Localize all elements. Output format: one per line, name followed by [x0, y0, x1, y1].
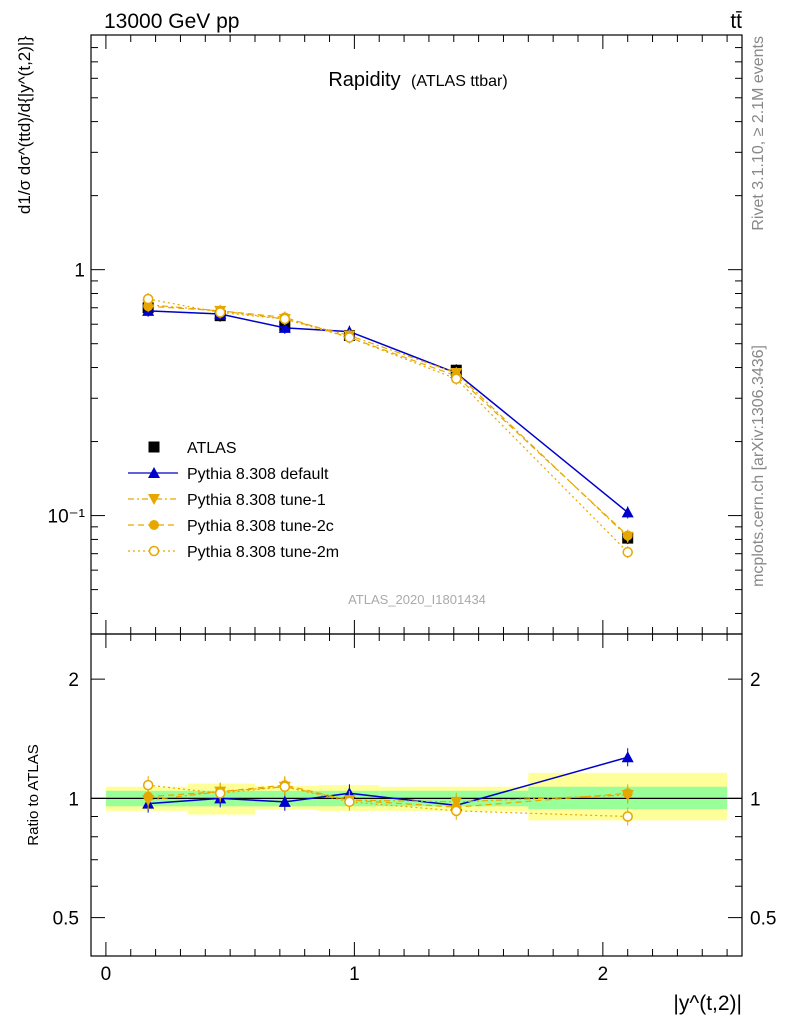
series-line	[148, 310, 629, 514]
ratio-y-tick-label-right: 1	[750, 789, 761, 810]
legend-label: Pythia 8.308 default	[187, 466, 329, 483]
data-point	[279, 313, 291, 325]
legend-label: Pythia 8.308 tune-2c	[187, 518, 334, 535]
ratio-y-tick-label-right: 0.5	[750, 909, 776, 930]
energy-label: 13000 GeV pp	[104, 10, 239, 33]
x-tick-label: 0	[101, 964, 112, 985]
ratio-y-tick-label-left: 0.5	[53, 909, 79, 930]
ratio-point	[142, 779, 154, 791]
legend-marker	[149, 520, 159, 530]
ratio-point	[621, 751, 634, 763]
ratio-point	[451, 805, 462, 817]
data-point	[143, 301, 154, 312]
ratio-y-axis-label: Ratio to ATLAS	[25, 744, 42, 845]
legend-marker	[148, 494, 160, 505]
data-point	[622, 530, 633, 541]
ratio-y-tick-label-right: 2	[750, 670, 761, 691]
ratio-y-tick-label-left: 1	[68, 789, 79, 810]
main-series-pythia-8-308-default	[142, 304, 634, 519]
plot-title-main: Rapidity	[328, 69, 400, 91]
main-y-tick-label: 10⁻¹	[48, 507, 86, 528]
data-point	[344, 332, 355, 343]
ratio-line	[148, 756, 628, 807]
ratio-y-tick-label-left: 2	[68, 670, 79, 691]
ratio-point	[279, 781, 291, 792]
x-axis-label: |y^(t,2)|	[673, 992, 742, 1015]
ratio-point	[344, 796, 355, 808]
ratio-point	[278, 795, 291, 807]
legend: ATLAS Pythia 8.308 default Pythia 8.308 tu…	[128, 440, 339, 561]
ratio-point	[143, 791, 154, 802]
data-point	[622, 546, 633, 558]
ratio-panel-frame	[90, 633, 743, 957]
legend-marker	[148, 545, 160, 557]
plot-title: Rapidity (ATLAS ttbar)	[328, 69, 507, 91]
data-point	[451, 373, 462, 385]
data-point	[278, 321, 291, 333]
main-panel: d1/σ dσ^(ttd)/d{|y^(t,2)|} Rapidity (ATL…	[15, 34, 743, 635]
legend-label: ATLAS	[187, 440, 237, 457]
main-y-axis-label: d1/σ dσ^(ttd)/d{|y^(t,2)|}	[15, 36, 34, 214]
legend-marker	[148, 467, 160, 478]
data-point	[142, 293, 154, 305]
process-label: tt̄	[730, 10, 742, 33]
legend-marker	[148, 441, 160, 453]
plot-title-sub: (ATLAS ttbar)	[411, 73, 508, 90]
legend-label: Pythia 8.308 tune-1	[187, 492, 326, 509]
x-tick-label: 1	[349, 964, 360, 985]
data-point	[621, 506, 634, 518]
ratio-series-pythia-8-308-tune-2m	[142, 776, 633, 826]
legend-label: Pythia 8.308 tune-2m	[187, 544, 339, 561]
ratio-point	[622, 811, 633, 822]
series-line	[148, 298, 629, 553]
rivet-version-label: Rivet 3.1.10, ≥ 2.1M events	[750, 36, 767, 231]
ratio-point	[214, 788, 226, 799]
ratio-panel: Ratio to ATLAS 0.5 0.5 1 1 2 2 0 1 2 |y^(t,2)|	[25, 633, 776, 1015]
ratio-point	[622, 788, 633, 799]
main-y-tick-label: 1	[74, 261, 85, 282]
analysis-id-label: ATLAS_2020_I1801434	[348, 592, 486, 607]
x-tick-label: 2	[598, 964, 609, 985]
mcplots-label: mcplots.cern.ch [arXiv:1306.3436]	[750, 345, 767, 587]
data-point	[214, 307, 226, 318]
main-series-pythia-8-308-tune-2m	[142, 292, 633, 559]
ratio-line	[148, 784, 628, 818]
